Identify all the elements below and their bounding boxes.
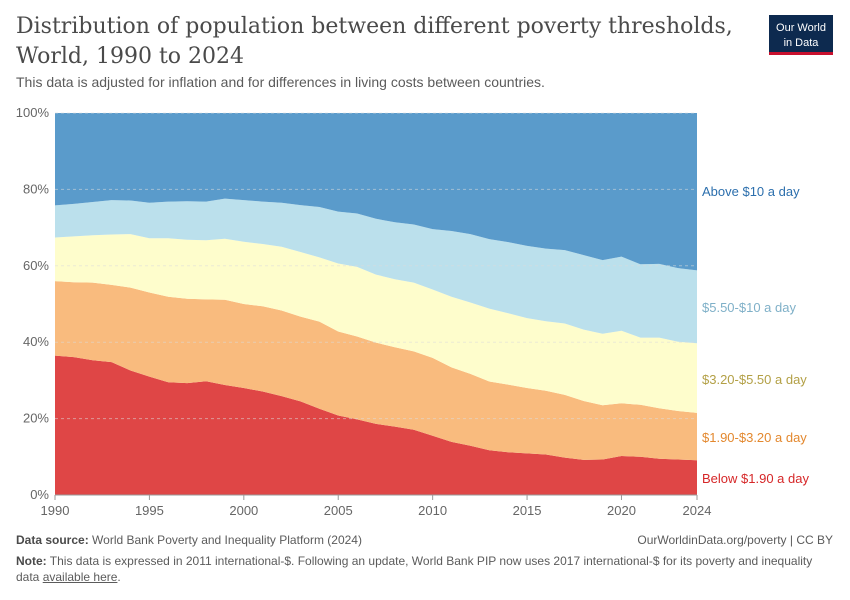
area-5-50-10-a-day[interactable] [55, 198, 697, 344]
y-tick-label: 0% [30, 487, 49, 502]
logo-line-2: in Data [783, 36, 819, 49]
source-label: Data source: [16, 533, 89, 547]
x-tick-label: 1995 [135, 503, 164, 518]
series-label: Above $10 a day [702, 184, 800, 199]
chart-note: Note: This data is expressed in 2011 int… [16, 553, 826, 585]
area-above-10-a-day[interactable] [55, 113, 697, 271]
area-below-1-90-a-day[interactable] [55, 355, 697, 495]
series-label: Below $1.90 a day [702, 471, 809, 486]
note-end: . [117, 570, 121, 584]
logo-line-1: Our World [776, 21, 826, 34]
source-text[interactable]: World Bank Poverty and Inequality Platfo… [92, 533, 362, 547]
y-tick-label: 60% [23, 258, 49, 273]
chart-subtitle: This data is adjusted for inflation and … [16, 74, 545, 90]
owid-logo[interactable]: Our World in Data [769, 15, 833, 55]
x-tick-label: 2010 [418, 503, 447, 518]
x-tick-label: 1990 [41, 503, 70, 518]
x-tick-label: 2015 [513, 503, 542, 518]
series-label: $5.50-$10 a day [702, 300, 796, 315]
area-1-90-3-20-a-day[interactable] [55, 281, 697, 461]
area-3-20-5-50-a-day[interactable] [55, 234, 697, 413]
y-tick-label: 80% [23, 181, 49, 196]
x-tick-label: 2024 [683, 503, 712, 518]
data-source: Data source: World Bank Poverty and Ineq… [16, 533, 362, 547]
note-text: This data is expressed in 2011 internati… [16, 554, 813, 584]
stacked-area-chart[interactable]: 0% 20% 40% 60% 80% 100% 1990 1995 2000 2005 2010 20… [0, 0, 850, 530]
license-link[interactable]: OurWorldinData.org/poverty | CC BY [637, 533, 833, 547]
y-tick-label: 20% [23, 411, 49, 426]
series-label: $3.20-$5.50 a day [702, 372, 807, 387]
note-label: Note: [16, 554, 47, 568]
y-tick-label: 40% [23, 334, 49, 349]
series-label: $1.90-$3.20 a day [702, 430, 807, 445]
available-here-link[interactable]: available here [42, 570, 118, 584]
chart-title: Distribution of population between diffe… [16, 14, 733, 69]
x-tick-label: 2000 [229, 503, 258, 518]
x-tick-label: 2005 [324, 503, 353, 518]
y-tick-label: 100% [16, 105, 50, 120]
x-tick-label: 2020 [607, 503, 636, 518]
